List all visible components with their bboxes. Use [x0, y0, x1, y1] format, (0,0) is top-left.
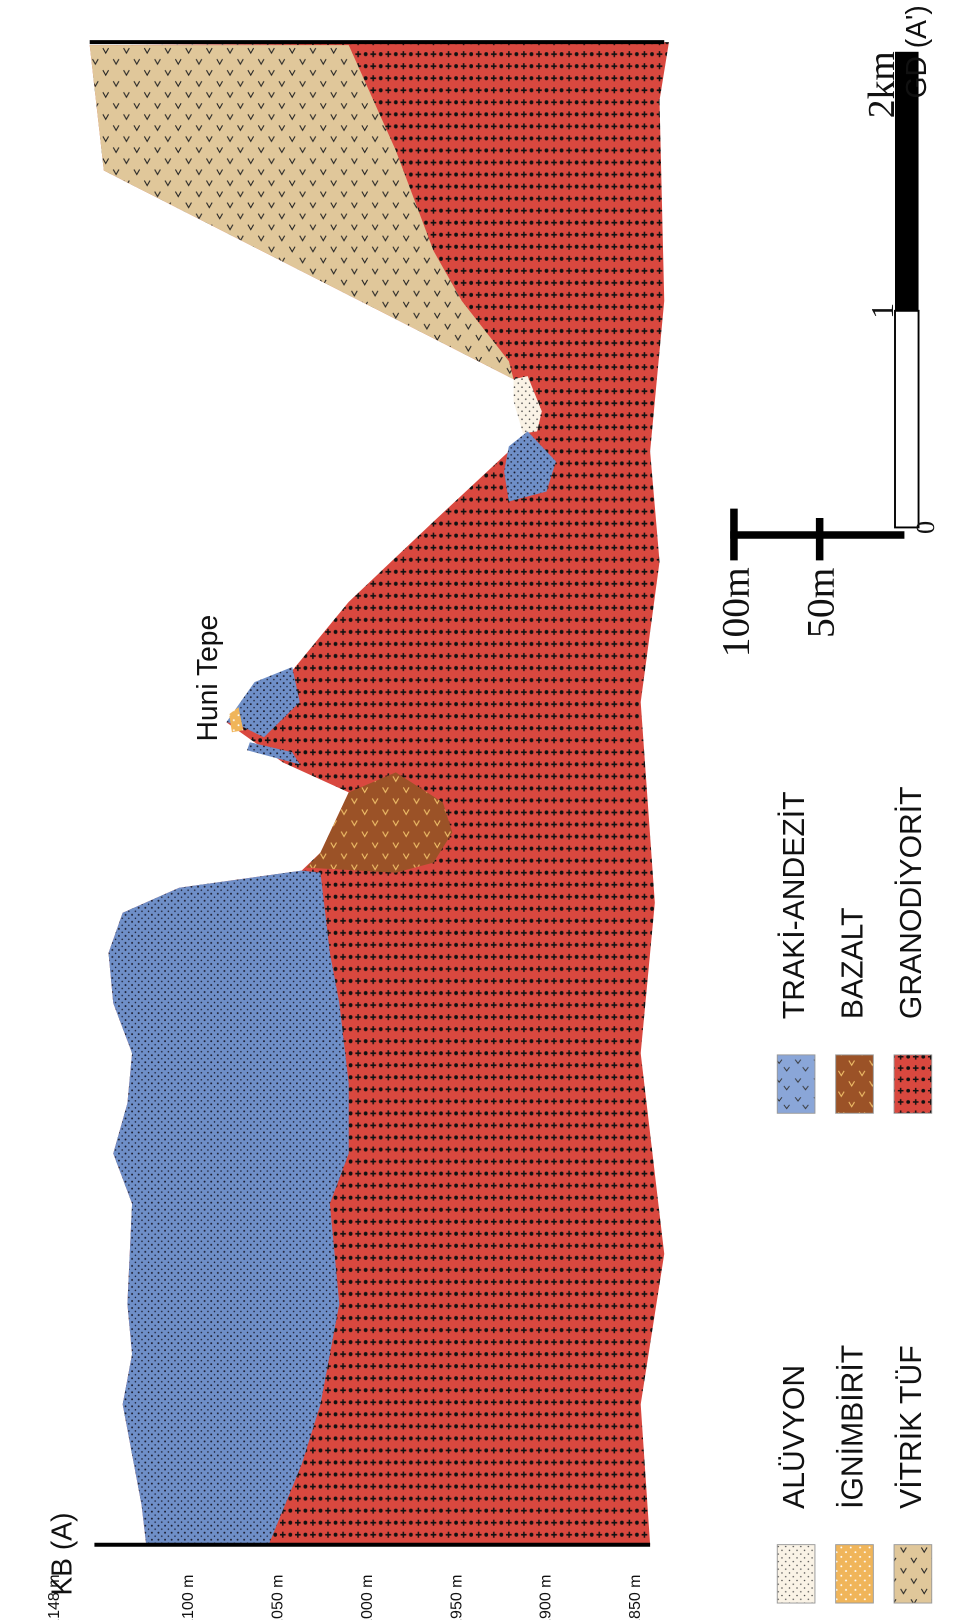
elevation-label: 1850 m: [627, 1574, 644, 1620]
scale-label: 50m: [798, 567, 842, 638]
legend-swatch: [894, 1055, 932, 1113]
elevation-label: 2100 m: [180, 1574, 197, 1620]
elevation-label: 2148 m: [46, 1574, 63, 1620]
legend-swatch: [894, 1545, 932, 1603]
cross-section: 0 1 2km 100m 50m KB (A) GD (A') Huni Tep…: [0, 0, 980, 1620]
scale-label: 2km: [861, 51, 903, 118]
elevation-label: 1950 m: [448, 1574, 465, 1620]
legend-swatch: [777, 1055, 815, 1113]
scale-label: 1: [864, 303, 900, 319]
elevation-label: 1900 m: [538, 1574, 555, 1620]
scale-label: 0: [911, 521, 940, 534]
section-units: [90, 42, 669, 1545]
legend-label: GRANODİYORİT: [895, 786, 928, 1019]
legend-swatch: [777, 1545, 815, 1603]
elevation-label: 2050 m: [269, 1574, 286, 1620]
legend-label: İGNİMBİRİT: [836, 1345, 869, 1509]
legend-label: BAZALT: [836, 907, 869, 1019]
section-end-label: GD (A'): [900, 5, 932, 98]
legend-swatch: [836, 1055, 874, 1113]
peak-label: Huni Tepe: [191, 615, 223, 742]
elevation-labels: 2148 m 2100 m 2050 m 2000 m 1950 m 1900 m 1850…: [46, 1574, 644, 1620]
scale-bar-white: [895, 311, 919, 528]
elevation-label: 2000 m: [359, 1574, 376, 1620]
legend-label: TRAKİ-ANDEZİT: [778, 791, 811, 1019]
legend: ALÜVYON İGNİMBİRİT VİTRİK TÜF TRAKİ-ANDEZİT…: [777, 786, 931, 1603]
page: {"labels": {"left": "KB (A)", "right": "…: [0, 0, 980, 1620]
scale-label: 100m: [714, 567, 758, 657]
legend-label: ALÜVYON: [778, 1365, 811, 1509]
legend-swatch: [836, 1545, 874, 1603]
legend-label: VİTRİK TÜF: [895, 1345, 928, 1508]
